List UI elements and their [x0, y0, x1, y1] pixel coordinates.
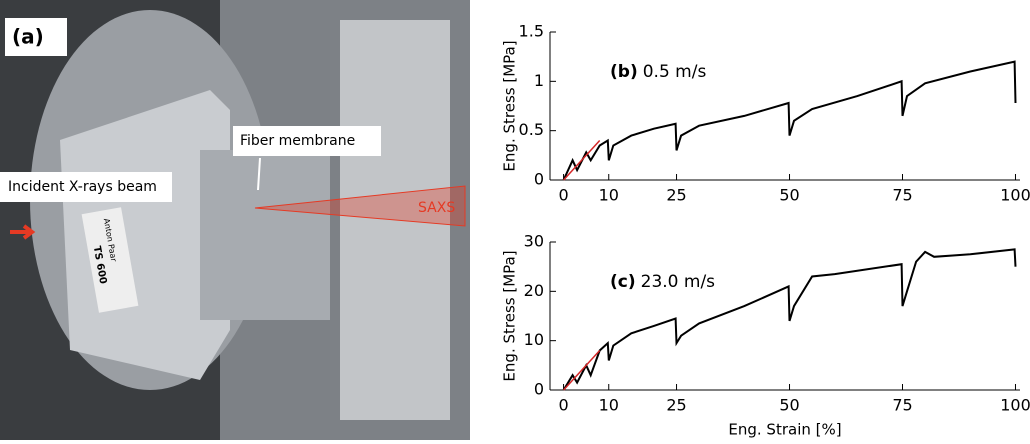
- y-tick-label: 0: [534, 170, 544, 189]
- x-tick-label: 10: [599, 186, 619, 205]
- beam-arrow: [10, 224, 36, 240]
- pointer: [257, 157, 261, 191]
- panel-label: (c): [610, 272, 636, 292]
- annotation: Incident X-rays beam: [8, 179, 157, 195]
- annotation-box: [233, 126, 381, 156]
- saxs-cone: [254, 185, 466, 227]
- y-tick-label: 20: [524, 281, 544, 300]
- panel-label: (b): [610, 62, 638, 82]
- annotation: Fiber membrane: [240, 133, 355, 149]
- x-tick-label: 50: [779, 396, 799, 415]
- speed: 0.5 m/s: [643, 62, 707, 82]
- photo: Anton Paar TS 600 (a) Fiber membrane Inc…: [0, 0, 470, 440]
- annotation: (b) 0.5 m/s: [610, 62, 706, 82]
- clamp: [200, 150, 330, 320]
- y-tick-label: 1.5: [519, 22, 544, 41]
- x-tick-label: 0: [558, 186, 568, 205]
- data-line: [563, 139, 601, 181]
- x-tick-label: 25: [666, 186, 686, 205]
- annotation: (c) 23.0 m/s: [610, 272, 715, 292]
- panel-label: (a): [12, 25, 44, 49]
- y-tick-label: 0: [534, 380, 544, 399]
- x-tick-label: 50: [779, 186, 799, 205]
- x-tick-label: 25: [666, 396, 686, 415]
- x-tick-label: 100: [1000, 396, 1030, 415]
- x-tick-label: 75: [892, 396, 912, 415]
- y-axis-label: Eng. Stress [MPa]: [501, 40, 519, 171]
- y-tick-label: 0.5: [519, 120, 544, 139]
- data-line: [563, 349, 601, 391]
- annotation-box: [0, 172, 172, 202]
- speed: 23.0 m/s: [641, 272, 716, 292]
- x-tick-label: 75: [892, 186, 912, 205]
- data-line: [562, 60, 1017, 181]
- x-tick-label: 100: [1000, 186, 1030, 205]
- data-line: [562, 248, 1017, 391]
- y-tick-label: 30: [524, 232, 544, 251]
- x-axis-label: Eng. Strain [%]: [728, 421, 841, 439]
- device-label: [81, 207, 139, 313]
- y-axis-label: Eng. Stress [MPa]: [501, 250, 519, 381]
- x-tick-label: 10: [599, 396, 619, 415]
- y-tick-label: 1: [534, 71, 544, 90]
- y-tick-label: 10: [524, 330, 544, 349]
- x-tick-label: 0: [558, 396, 568, 415]
- panel-label-box: [5, 18, 67, 56]
- annotation: SAXS: [418, 200, 455, 216]
